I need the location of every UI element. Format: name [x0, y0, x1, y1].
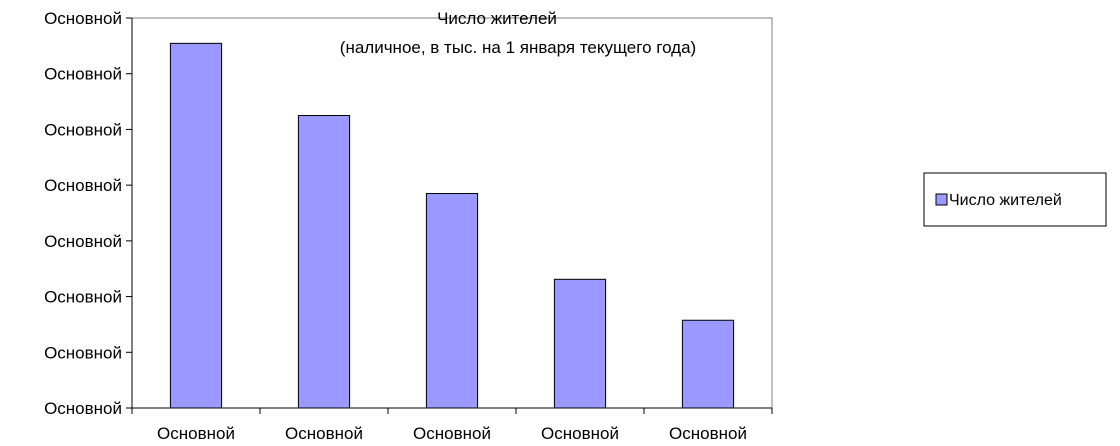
- legend-box: [923, 172, 1107, 227]
- bars-group: [169, 42, 735, 409]
- x-axis-ticks: Основной Основной Основной Основной Основной: [131, 408, 773, 443]
- y-tick-label: Основной: [44, 176, 122, 195]
- legend: Число жителей: [923, 172, 1107, 227]
- y-tick-label: Основной: [44, 9, 122, 28]
- y-tick-label: Основной: [44, 343, 122, 362]
- chart-title: Число жителей: [437, 9, 557, 28]
- legend-label: Число жителей: [949, 192, 1062, 209]
- x-tick-label: Основной: [413, 424, 491, 443]
- y-tick-label: Основной: [44, 120, 122, 139]
- x-tick-label: Основной: [285, 424, 363, 443]
- bar: [169, 42, 223, 409]
- y-tick-label: Основной: [44, 232, 122, 251]
- legend-swatch: [935, 193, 948, 206]
- y-axis-ticks: Основной Основной Основной Основной Основной…: [44, 9, 132, 418]
- x-tick-label: Основной: [157, 424, 235, 443]
- bar: [425, 193, 479, 409]
- x-tick-label: Основной: [669, 424, 747, 443]
- y-tick-label: Основной: [44, 288, 122, 307]
- y-tick-label: Основной: [44, 65, 122, 84]
- chart-subtitle: (наличное, в тыс. на 1 января текущего г…: [340, 38, 696, 57]
- y-tick-label: Основной: [44, 399, 122, 418]
- bar: [681, 319, 735, 409]
- bar: [297, 115, 351, 409]
- bar: [553, 278, 607, 409]
- x-tick-label: Основной: [541, 424, 619, 443]
